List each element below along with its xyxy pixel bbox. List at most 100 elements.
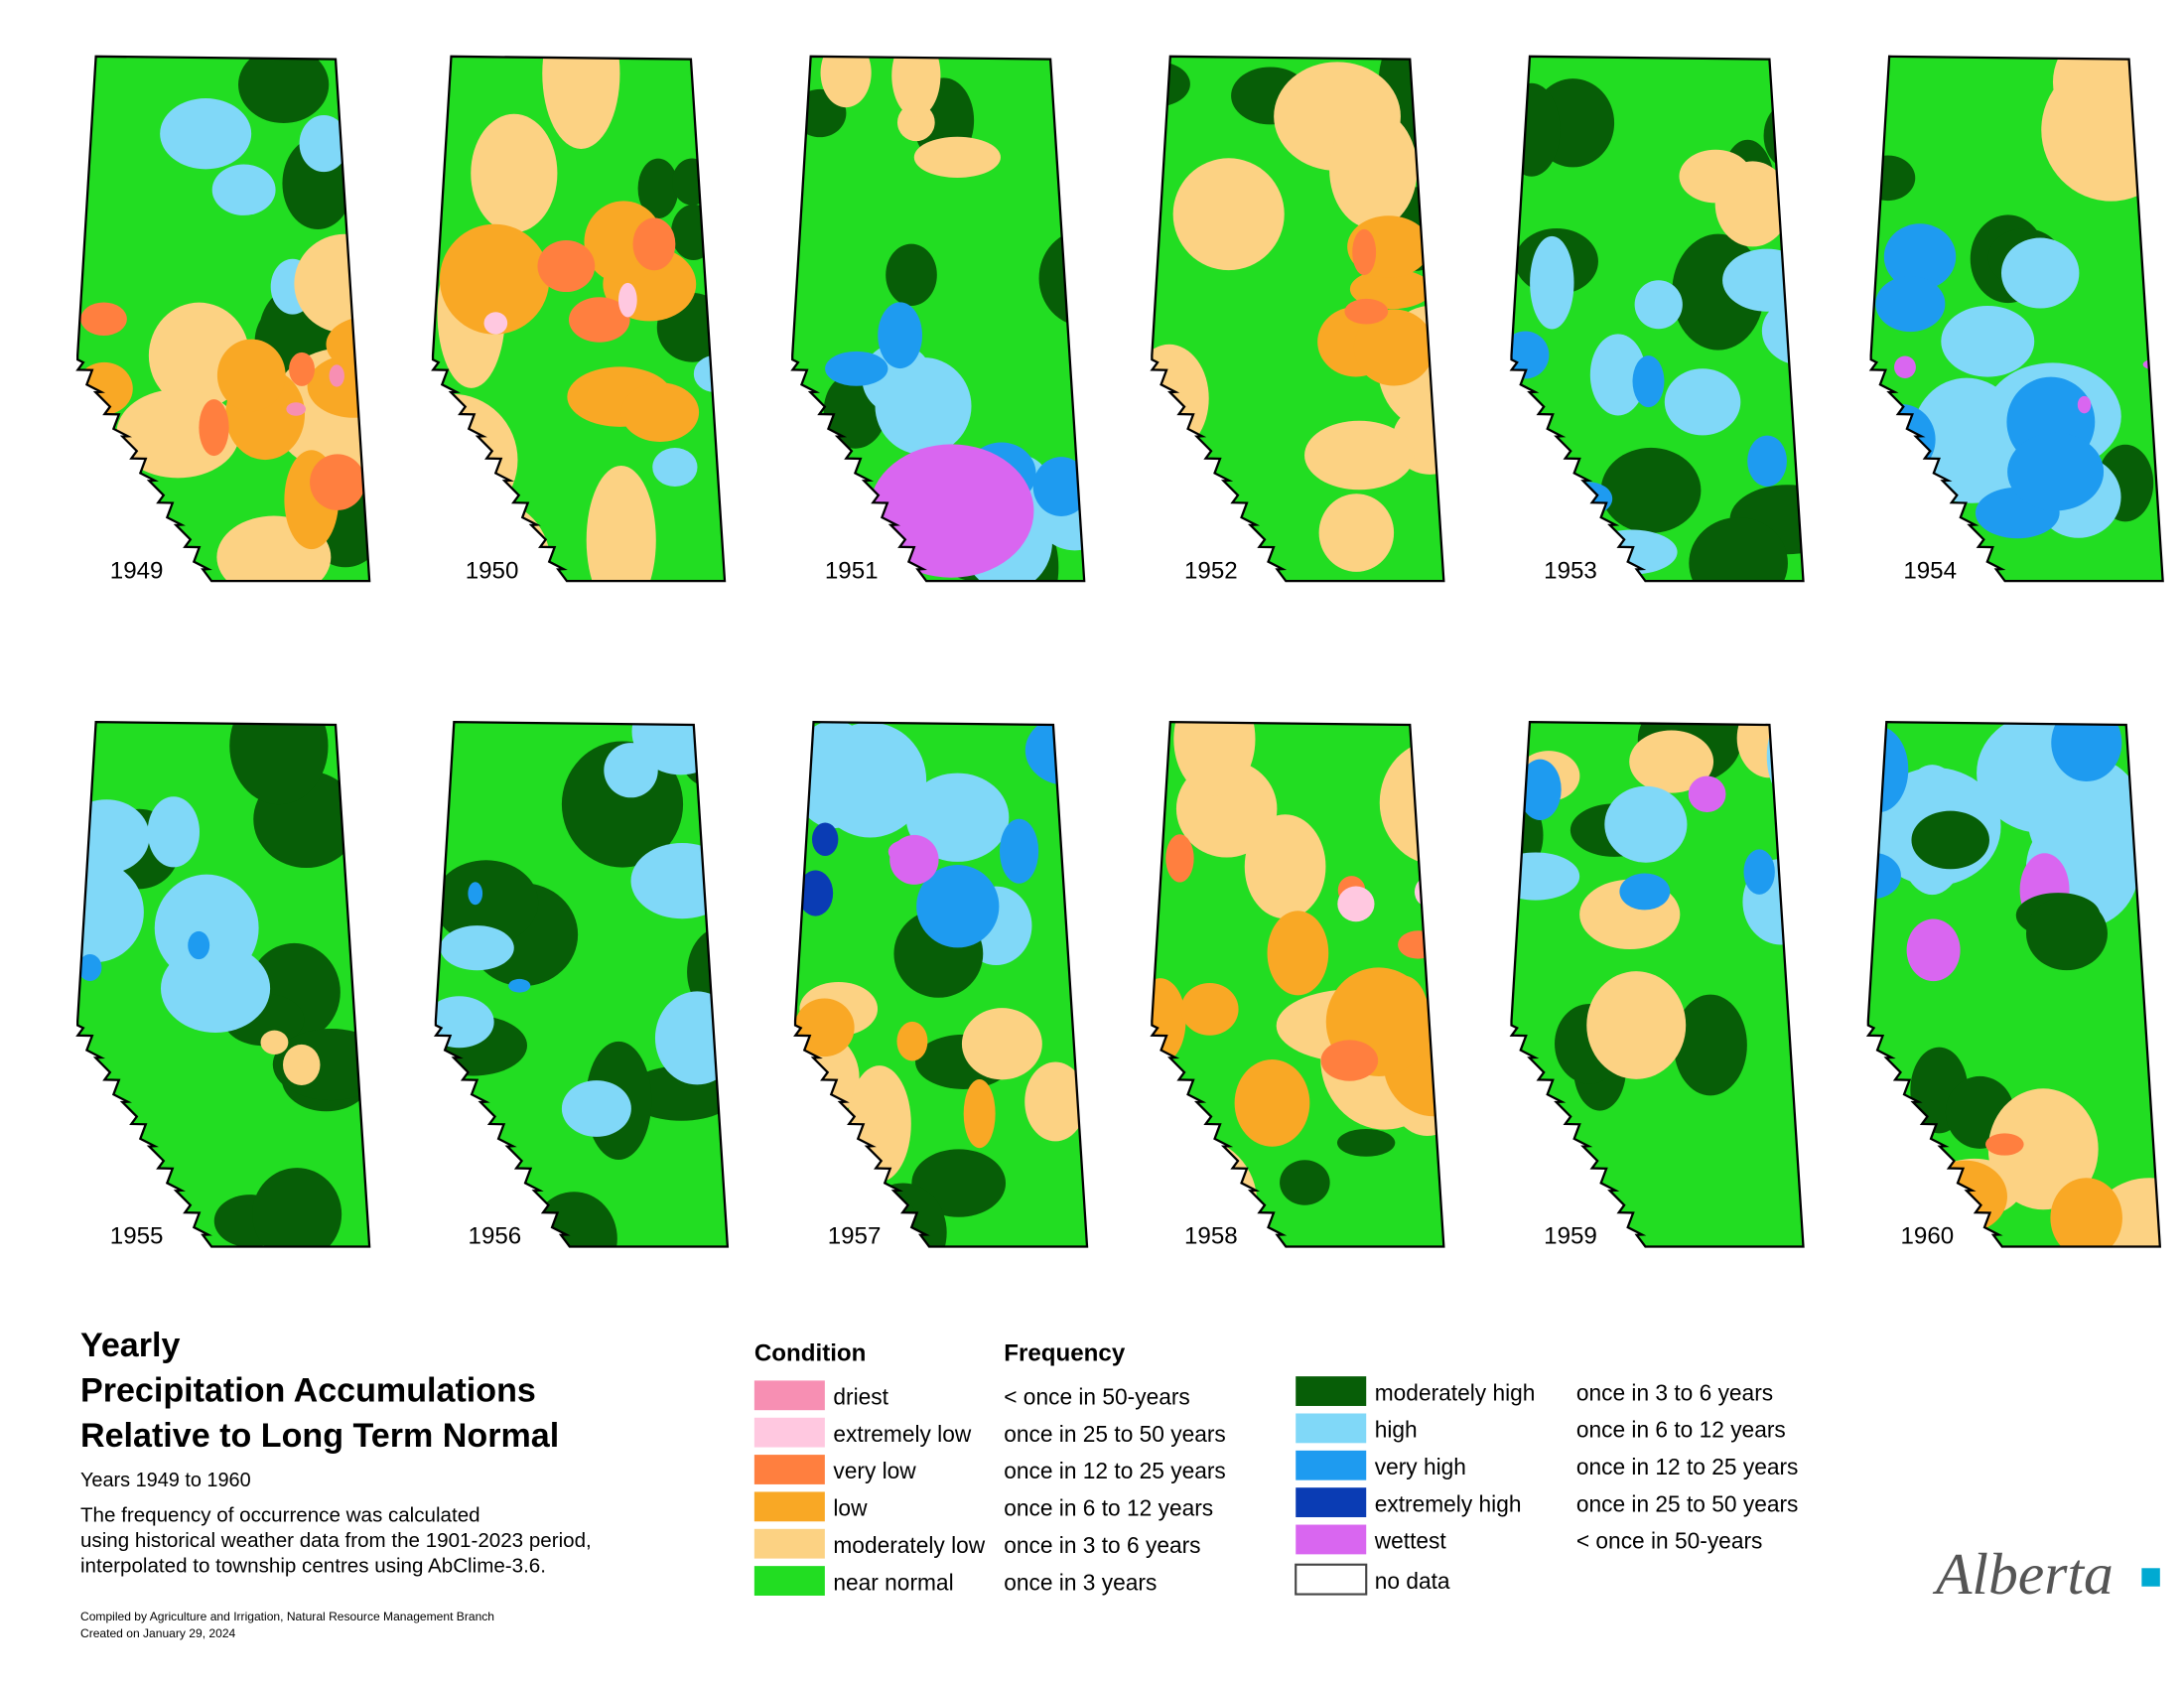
anomaly-area <box>1379 740 1444 865</box>
anomaly-area <box>961 1008 1042 1080</box>
anomaly-area <box>1152 1136 1258 1247</box>
legend-condition: wettest <box>1374 1528 1447 1554</box>
anomaly-area <box>620 382 700 442</box>
anomaly-area <box>693 355 726 392</box>
anomaly-area <box>1165 834 1194 883</box>
anomaly-area <box>471 113 558 233</box>
anomaly-area <box>77 508 115 570</box>
map-year: 1950 <box>466 557 519 584</box>
anomaly-area <box>1985 1133 2024 1156</box>
map-year: 1959 <box>1544 1223 1597 1250</box>
legend-swatch <box>753 1417 825 1448</box>
anomaly-area <box>1743 849 1775 895</box>
province-outline <box>1868 55 2164 583</box>
anomaly-area <box>1867 852 1901 900</box>
province-outline <box>1865 721 2162 1248</box>
legend-condition: extremely high <box>1375 1490 1522 1516</box>
anomaly-area <box>1629 730 1714 793</box>
legend-frequency: once in 12 to 25 years <box>1576 1454 1799 1479</box>
anomaly-area <box>825 351 888 386</box>
anomaly-area <box>617 282 637 318</box>
anomaly-area <box>440 925 514 971</box>
province-map: 1955 <box>75 721 371 1250</box>
anomaly-area <box>508 978 531 993</box>
legend-swatch <box>753 1566 825 1596</box>
anomaly-area <box>1180 983 1239 1036</box>
anomaly-areas <box>435 722 728 1247</box>
logo-square <box>2141 1568 2160 1587</box>
map-year: 1953 <box>1544 557 1597 584</box>
anomaly-area <box>875 356 972 455</box>
anomaly-area <box>1867 1099 1903 1194</box>
anomaly-area <box>1589 334 1646 416</box>
anomaly-areas <box>793 56 1085 582</box>
anomaly-area <box>889 834 939 885</box>
anomaly-area <box>1903 1182 1933 1217</box>
legend-swatch <box>1296 1450 1367 1480</box>
anomaly-area <box>1398 930 1438 959</box>
anomaly-area <box>283 1044 321 1085</box>
map-year: 1951 <box>825 557 879 584</box>
legend-heading: Condition <box>754 1340 867 1367</box>
anomaly-area <box>1337 886 1375 922</box>
province-map: 1949 <box>75 55 371 584</box>
legend-frequency: once in 12 to 25 years <box>1004 1458 1226 1483</box>
anomaly-area <box>891 56 941 117</box>
anomaly-area <box>813 722 927 838</box>
anomaly-area <box>1619 873 1671 911</box>
legend-condition: moderately high <box>1375 1379 1536 1405</box>
anomaly-area <box>797 870 834 916</box>
legend-condition: driest <box>833 1384 888 1410</box>
legend-swatch <box>753 1528 825 1559</box>
credit-line: Compiled by Agriculture and Irrigation, … <box>80 1610 494 1623</box>
anomaly-area <box>2050 1178 2122 1247</box>
anomaly-area <box>1600 447 1702 533</box>
anomaly-area <box>77 799 150 874</box>
anomaly-area <box>1679 149 1752 204</box>
province-outline <box>1509 55 1805 583</box>
anomaly-area <box>286 402 306 416</box>
province-outline <box>1150 721 1445 1248</box>
legend-frequency: < once in 50-years <box>1004 1384 1190 1410</box>
anomaly-area <box>252 1168 342 1247</box>
province-map: 1956 <box>433 721 730 1250</box>
anomaly-area <box>630 842 728 919</box>
legend-swatch <box>1296 1413 1367 1444</box>
anomaly-area <box>1894 355 1916 378</box>
anomaly-area <box>1870 155 1916 202</box>
anomaly-area <box>216 339 286 412</box>
legend-frequency: < once in 50-years <box>1576 1528 1763 1554</box>
legend-frequency: once in 25 to 50 years <box>1576 1490 1799 1516</box>
anomaly-area <box>1873 473 1935 536</box>
anomaly-area <box>1234 1059 1310 1147</box>
anomaly-area <box>483 312 508 335</box>
map-year: 1958 <box>1184 1223 1238 1250</box>
province-outline <box>433 721 730 1248</box>
anomaly-area <box>77 861 144 963</box>
legend: driest < once in 50-years extremely low onc… <box>753 1376 1799 1596</box>
anomaly-area <box>1875 275 1946 333</box>
province-map: 1958 <box>1150 721 1445 1250</box>
anomaly-area <box>542 56 620 149</box>
legend-swatch <box>1296 1487 1367 1518</box>
anomaly-area <box>1689 516 1788 582</box>
anomaly-area <box>329 364 344 387</box>
legend-condition: very low <box>833 1458 916 1483</box>
anomaly-area <box>1152 978 1186 1064</box>
province-outline <box>1509 721 1805 1248</box>
legend-frequency: once in 25 to 50 years <box>1004 1421 1226 1447</box>
legend-condition: near normal <box>833 1569 953 1595</box>
map-year: 1956 <box>469 1223 522 1250</box>
description-line: interpolated to township centres using A… <box>80 1555 546 1578</box>
legend-frequency: once in 6 to 12 years <box>1004 1495 1213 1521</box>
anomaly-area <box>1172 158 1285 271</box>
anomaly-area <box>1664 368 1741 436</box>
subtitle: Years 1949 to 1960 <box>80 1470 251 1491</box>
description-line: using historical weather data from the 1… <box>80 1529 592 1552</box>
anomaly-area <box>1153 1122 1198 1169</box>
anomaly-area <box>160 943 271 1033</box>
map-year: 1955 <box>110 1223 164 1250</box>
anomaly-area <box>80 302 127 336</box>
anomaly-area <box>1336 1128 1396 1157</box>
